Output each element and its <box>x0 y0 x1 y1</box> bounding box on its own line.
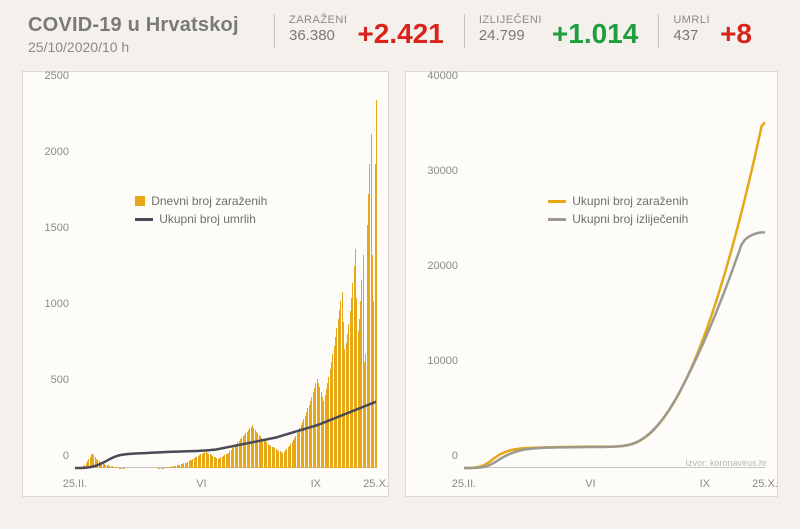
y-tick: 0 <box>416 450 458 462</box>
timestamp: 25/10/2020/10 h <box>28 39 239 55</box>
header: COVID-19 u Hrvatskoj 25/10/2020/10 h ZAR… <box>0 0 800 65</box>
y-tick: 40000 <box>416 70 458 82</box>
y-tick: 20000 <box>416 260 458 272</box>
stat-delta: +2.421 <box>347 20 449 48</box>
deaths-line <box>75 402 376 468</box>
left-chart: 0500100015002000250025.II.VIIX25.X.Dnevn… <box>22 71 389 497</box>
stat-infected: ZARAŽENI 36.380 +2.421 <box>274 14 464 48</box>
stat-recovered: IZLIJEČENI 24.799 +1.014 <box>464 14 659 48</box>
x-tick: IX <box>700 478 710 490</box>
x-tick: 25.II. <box>452 478 476 490</box>
line-overlay <box>464 88 765 468</box>
bar <box>376 100 377 468</box>
y-tick: 1500 <box>27 222 69 234</box>
y-tick: 30000 <box>416 165 458 177</box>
right-chart: 01000020000300004000025.II.VIIX25.X.Ukup… <box>405 71 778 497</box>
infected-line <box>464 122 765 468</box>
y-tick: 1000 <box>27 298 69 310</box>
x-tick: 25.X. <box>752 478 778 490</box>
stats-row: ZARAŽENI 36.380 +2.421 IZLIJEČENI 24.799… <box>274 14 772 48</box>
x-tick: VI <box>196 478 206 490</box>
stat-total: 24.799 <box>479 27 542 44</box>
left-plot: 0500100015002000250025.II.VIIX25.X.Dnevn… <box>75 88 376 468</box>
y-tick: 0 <box>27 450 69 462</box>
title-block: COVID-19 u Hrvatskoj 25/10/2020/10 h <box>28 14 239 55</box>
stat-total: 36.380 <box>289 27 347 44</box>
recovered-line <box>464 232 765 468</box>
x-tick: VI <box>585 478 595 490</box>
y-tick: 10000 <box>416 355 458 367</box>
stat-delta: +1.014 <box>542 20 644 48</box>
x-tick: 25.II. <box>63 478 87 490</box>
stat-deaths: UMRLI 437 +8 <box>658 14 772 48</box>
y-tick: 2500 <box>27 70 69 82</box>
source-text: Izvor: koronavirus.hr <box>685 458 767 468</box>
line-overlay <box>75 88 376 468</box>
stat-label: UMRLI <box>673 14 710 26</box>
charts-area: 0500100015002000250025.II.VIIX25.X.Dnevn… <box>0 65 800 515</box>
stat-total: 437 <box>673 27 710 44</box>
stat-delta: +8 <box>710 20 758 48</box>
y-tick: 2000 <box>27 146 69 158</box>
stat-label: IZLIJEČENI <box>479 14 542 26</box>
y-tick: 500 <box>27 374 69 386</box>
x-tick: 25.X. <box>363 478 389 490</box>
right-plot: 01000020000300004000025.II.VIIX25.X.Ukup… <box>464 88 765 468</box>
stat-label: ZARAŽENI <box>289 14 347 26</box>
page-title: COVID-19 u Hrvatskoj <box>28 14 239 37</box>
x-tick: IX <box>311 478 321 490</box>
